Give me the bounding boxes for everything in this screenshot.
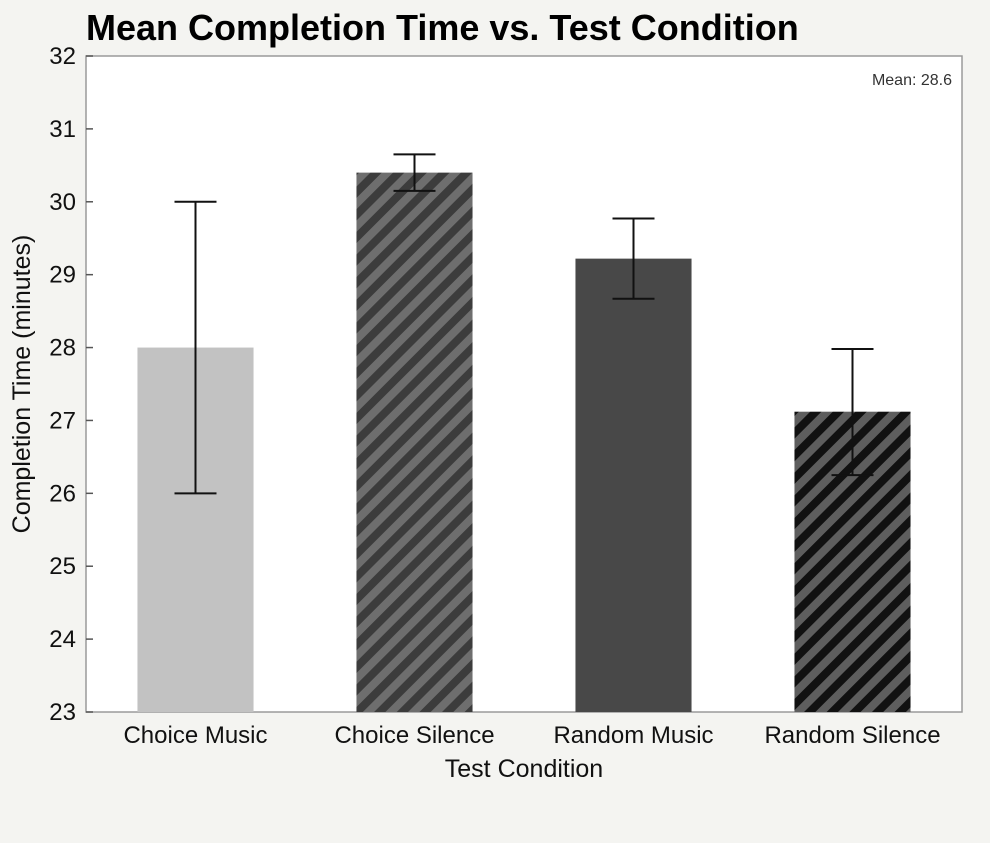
y-tick-label: 29 — [49, 262, 76, 289]
x-tick-label: Choice Silence — [334, 722, 494, 749]
bar-random-music — [575, 258, 692, 712]
y-tick-label: 26 — [49, 480, 76, 507]
error-bar-random-silence — [831, 348, 874, 477]
y-tick-label: 30 — [49, 189, 76, 216]
y-tick-label: 31 — [49, 116, 76, 143]
y-tick-label: 24 — [49, 626, 76, 653]
chart-title: Mean Completion Time vs. Test Condition — [86, 7, 799, 48]
error-bar-random-music — [612, 217, 655, 300]
x-tick-label: Choice Music — [123, 722, 267, 749]
y-axis-ticks: 23 24 25 26 27 28 29 30 31 32 — [49, 43, 93, 726]
y-axis-label: Completion Time (minutes) — [8, 235, 36, 534]
y-tick-label: 28 — [49, 335, 76, 362]
mean-annotation: Mean: 28.6 — [872, 72, 952, 89]
y-tick-label: 27 — [49, 407, 76, 434]
error-bar-choice-silence — [393, 153, 436, 192]
x-tick-label: Random Silence — [764, 722, 940, 749]
error-bars-layer — [174, 153, 874, 495]
bar-choice-silence — [356, 172, 473, 713]
y-tick-label: 32 — [49, 43, 76, 70]
x-axis-ticks: Choice Music Choice Silence Random Music Ra… — [123, 722, 940, 749]
y-tick-label: 23 — [49, 699, 76, 726]
x-axis-label: Test Condition — [445, 755, 603, 783]
error-bar-choice-music — [174, 200, 217, 495]
y-tick-label: 25 — [49, 553, 76, 580]
x-tick-label: Random Music — [553, 722, 713, 749]
